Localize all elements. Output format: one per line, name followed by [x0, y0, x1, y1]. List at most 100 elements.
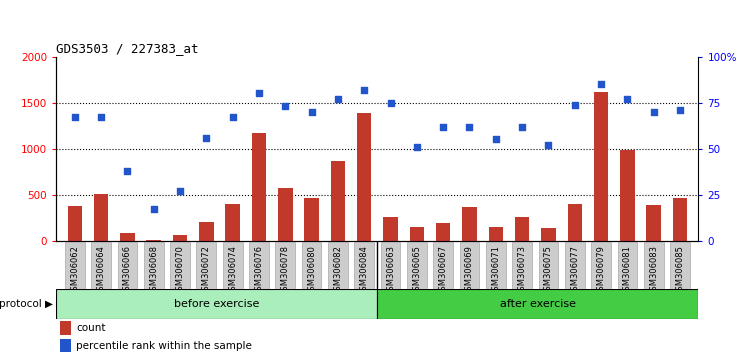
Bar: [146, 240, 161, 241]
Text: GSM306077: GSM306077: [570, 245, 579, 296]
Bar: [409, 227, 424, 241]
FancyBboxPatch shape: [197, 242, 216, 289]
FancyBboxPatch shape: [538, 242, 558, 289]
FancyBboxPatch shape: [117, 242, 137, 289]
Point: [95, 115, 107, 120]
Point: [332, 96, 344, 102]
FancyBboxPatch shape: [302, 242, 321, 289]
Bar: [594, 92, 608, 241]
Text: GSM306078: GSM306078: [281, 245, 290, 296]
Point: [569, 102, 581, 107]
Bar: [304, 198, 319, 241]
Point: [674, 107, 686, 113]
Bar: [94, 194, 108, 241]
Point: [621, 96, 633, 102]
Point: [279, 103, 291, 109]
Bar: [647, 205, 661, 241]
Text: GSM306076: GSM306076: [255, 245, 264, 296]
Bar: [120, 233, 134, 241]
Point: [122, 168, 134, 173]
Text: GSM306062: GSM306062: [71, 245, 80, 296]
Point: [69, 115, 81, 120]
FancyBboxPatch shape: [249, 242, 269, 289]
Text: GSM306075: GSM306075: [544, 245, 553, 296]
Point: [542, 142, 554, 148]
Text: protocol ▶: protocol ▶: [0, 298, 53, 309]
Text: GSM306085: GSM306085: [675, 245, 684, 296]
Point: [411, 144, 423, 150]
Bar: [173, 235, 187, 241]
Text: GSM306073: GSM306073: [517, 245, 526, 296]
Bar: [383, 217, 398, 241]
FancyBboxPatch shape: [354, 242, 374, 289]
Bar: [357, 113, 372, 241]
Text: GSM306074: GSM306074: [228, 245, 237, 296]
Text: GDS3503 / 227383_at: GDS3503 / 227383_at: [56, 42, 199, 56]
Text: GSM306066: GSM306066: [123, 245, 132, 296]
Text: after exercise: after exercise: [500, 298, 576, 309]
Text: GSM306064: GSM306064: [97, 245, 106, 296]
Bar: [252, 133, 266, 241]
Text: GSM306079: GSM306079: [596, 245, 605, 296]
Text: GSM306065: GSM306065: [412, 245, 421, 296]
FancyBboxPatch shape: [407, 242, 427, 289]
Point: [358, 87, 370, 93]
FancyBboxPatch shape: [670, 242, 690, 289]
Bar: [515, 217, 529, 241]
Point: [463, 124, 475, 130]
Bar: [489, 227, 503, 241]
Bar: [330, 161, 345, 241]
Point: [437, 124, 449, 130]
Text: GSM306068: GSM306068: [149, 245, 158, 296]
Bar: [59, 339, 71, 352]
FancyBboxPatch shape: [433, 242, 453, 289]
Text: GSM306081: GSM306081: [623, 245, 632, 296]
FancyBboxPatch shape: [328, 242, 348, 289]
FancyBboxPatch shape: [512, 242, 532, 289]
Point: [253, 91, 265, 96]
FancyBboxPatch shape: [460, 242, 479, 289]
Bar: [59, 321, 71, 335]
FancyBboxPatch shape: [276, 242, 295, 289]
Bar: [463, 207, 477, 241]
FancyBboxPatch shape: [381, 242, 400, 289]
FancyBboxPatch shape: [591, 242, 611, 289]
Bar: [568, 204, 582, 241]
FancyBboxPatch shape: [91, 242, 111, 289]
Text: GSM306063: GSM306063: [386, 245, 395, 296]
Text: GSM306080: GSM306080: [307, 245, 316, 296]
FancyBboxPatch shape: [486, 242, 505, 289]
Point: [148, 207, 160, 212]
FancyBboxPatch shape: [144, 242, 164, 289]
FancyBboxPatch shape: [223, 242, 243, 289]
Point: [490, 137, 502, 142]
Point: [385, 100, 397, 105]
Text: GSM306067: GSM306067: [439, 245, 448, 296]
Bar: [378, 289, 698, 319]
FancyBboxPatch shape: [65, 242, 85, 289]
Point: [595, 81, 607, 87]
Text: GSM306071: GSM306071: [491, 245, 500, 296]
Point: [174, 188, 186, 194]
Text: before exercise: before exercise: [174, 298, 260, 309]
FancyBboxPatch shape: [565, 242, 584, 289]
Point: [306, 109, 318, 115]
Text: GSM306082: GSM306082: [333, 245, 342, 296]
Text: count: count: [77, 323, 106, 333]
Bar: [620, 150, 635, 241]
Text: GSM306072: GSM306072: [202, 245, 211, 296]
FancyBboxPatch shape: [617, 242, 638, 289]
Point: [227, 115, 239, 120]
Text: GSM306083: GSM306083: [649, 245, 658, 296]
Bar: [199, 222, 213, 241]
Text: GSM306069: GSM306069: [465, 245, 474, 296]
Point: [647, 109, 659, 115]
Bar: [673, 198, 687, 241]
Point: [516, 124, 528, 130]
Text: percentile rank within the sample: percentile rank within the sample: [77, 341, 252, 350]
Bar: [68, 206, 82, 241]
Bar: [225, 204, 240, 241]
Point: [201, 135, 213, 141]
FancyBboxPatch shape: [170, 242, 190, 289]
Text: GSM306084: GSM306084: [360, 245, 369, 296]
